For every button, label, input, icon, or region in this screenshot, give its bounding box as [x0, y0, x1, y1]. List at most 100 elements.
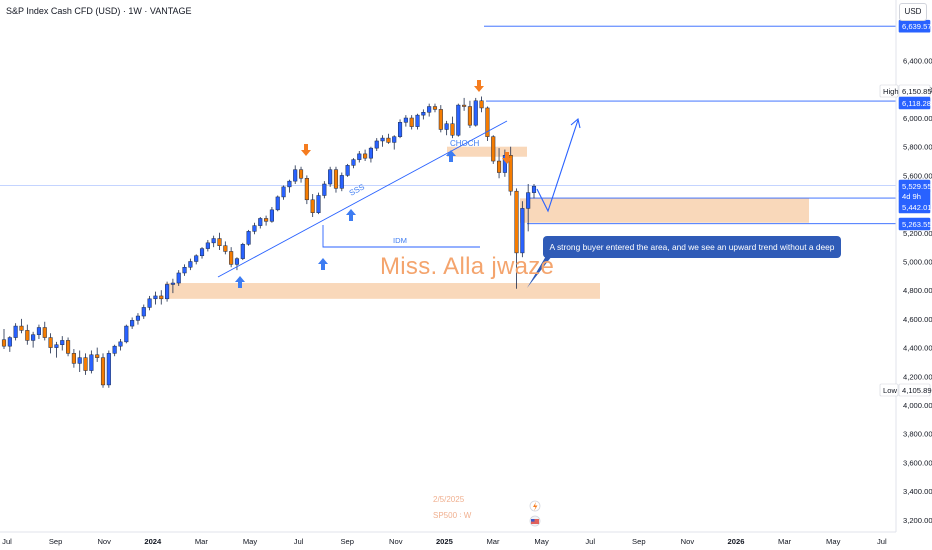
- time-tick-label: Jul: [2, 537, 12, 546]
- candle-body: [264, 218, 269, 222]
- price-tag-value: 4d 9h: [902, 192, 921, 201]
- zone-1: [165, 283, 600, 299]
- candle-body: [345, 165, 350, 176]
- candle-body: [479, 100, 484, 109]
- price-tick-label: 5,800.00: [903, 143, 932, 152]
- candle: [293, 165, 298, 185]
- candle: [322, 181, 327, 199]
- candle-body: [153, 295, 158, 300]
- candle-body: [106, 353, 111, 386]
- candle-body: [36, 327, 42, 335]
- candle: [298, 166, 304, 183]
- candle: [363, 149, 368, 162]
- candle-body: [159, 295, 164, 300]
- zone-3: [520, 198, 809, 223]
- candle-body: [31, 334, 36, 341]
- candle: [240, 242, 245, 261]
- candle-body: [130, 320, 135, 327]
- down-arrow-icon: [474, 80, 484, 92]
- price-tick-label: 3,400.00: [903, 487, 932, 496]
- price-tag-value: 6,150.85: [902, 87, 932, 96]
- time-tick-label: Mar: [195, 537, 209, 546]
- candle-body: [508, 155, 513, 192]
- candle: [153, 291, 158, 305]
- price-tick-label: 3,800.00: [903, 430, 932, 439]
- candle: [479, 96, 484, 113]
- footer-symbol: SP500 ꞉ W: [433, 511, 472, 520]
- candle-body: [403, 117, 408, 123]
- price-tick-label: 6,000.00: [903, 114, 932, 123]
- candle: [485, 106, 490, 141]
- time-tick-label: 2026: [728, 537, 745, 546]
- time-tick-label: Nov: [97, 537, 111, 546]
- candle-body: [368, 147, 373, 159]
- candle-body: [252, 225, 257, 232]
- flag-icon-canton: [531, 519, 535, 522]
- candle-body: [188, 261, 193, 268]
- candle-body: [182, 266, 187, 274]
- candle: [176, 270, 181, 286]
- candle-body: [304, 178, 309, 201]
- candle: [374, 138, 379, 152]
- projection-arrowhead: [570, 117, 581, 129]
- tag-label-box: [879, 383, 899, 397]
- price-tag-value: 4,105.89: [902, 386, 932, 395]
- time-tick-label: Jul: [294, 537, 304, 546]
- price-tick-label: 3,600.00: [903, 458, 932, 467]
- time-tick-label: 2025: [436, 537, 454, 546]
- candle: [211, 235, 216, 248]
- candle: [199, 247, 205, 259]
- candle-body: [176, 272, 181, 284]
- candle: [229, 247, 234, 268]
- candle: [36, 324, 42, 339]
- candle: [310, 194, 315, 218]
- candle-body: [124, 325, 129, 343]
- time-tick-label: May: [534, 537, 549, 546]
- candle-body: [322, 183, 327, 196]
- candle-body: [275, 196, 280, 211]
- lightning-icon-glyph: [533, 502, 538, 511]
- info-callout: A strong buyer entered the area, and we …: [543, 236, 841, 274]
- price-tick-label: 5,200.00: [903, 229, 932, 238]
- currency-button[interactable]: USD: [899, 3, 927, 21]
- time-axis[interactable]: Jul Sep Nov 2024 Mar May Jul Sep Nov 2025 Mar May Ju…: [0, 531, 896, 546]
- candle: [531, 184, 537, 199]
- down-arrow-icon: [301, 144, 311, 156]
- price-axis[interactable]: 6,400.006,200.006,000.005,800.005,600.00…: [879, 0, 932, 532]
- candle: [304, 175, 309, 205]
- candle-body: [223, 245, 228, 252]
- candle-body: [456, 104, 461, 136]
- candle-body: [496, 160, 502, 173]
- candle: [1, 328, 7, 350]
- candle: [345, 163, 350, 177]
- candle: [7, 336, 12, 352]
- candle: [514, 188, 519, 289]
- price-tick-label: 4,800.00: [903, 286, 932, 295]
- candle-body: [13, 325, 18, 338]
- candle-body: [316, 195, 321, 213]
- price-tag-value: 5,529.55: [902, 182, 932, 191]
- candle: [526, 184, 531, 232]
- price-tick-label: 6,400.00: [903, 57, 932, 66]
- candle-body: [380, 137, 385, 142]
- price-tag-value: 6,118.28: [902, 99, 931, 108]
- candle: [147, 295, 152, 311]
- price-tick-label: 5,600.00: [903, 171, 932, 180]
- time-tick-label: Sep: [49, 537, 63, 546]
- candle: [491, 135, 496, 164]
- candle-body: [258, 218, 263, 226]
- candle-body: [415, 114, 420, 127]
- candle-body: [95, 354, 100, 358]
- price-tag-box: [898, 383, 931, 397]
- candle-body: [328, 169, 333, 185]
- candle: [456, 103, 461, 137]
- candle: [392, 135, 397, 150]
- candle: [89, 350, 94, 374]
- candle-body: [293, 169, 298, 182]
- candle-body: [165, 284, 170, 300]
- time-tick-label: May: [826, 537, 841, 546]
- candle: [520, 201, 525, 258]
- candle: [112, 344, 117, 357]
- candle: [246, 229, 251, 246]
